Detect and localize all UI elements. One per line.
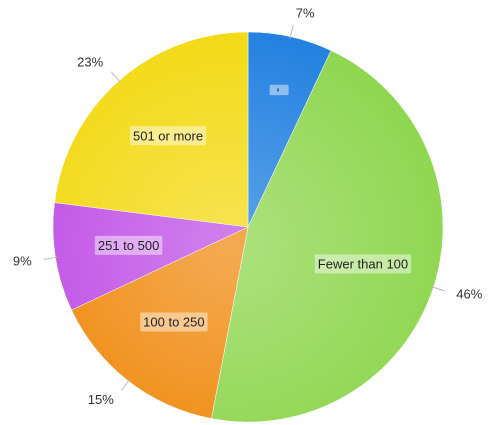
leader-line: [431, 286, 446, 292]
leader-line: [289, 24, 294, 39]
leader-line: [43, 256, 58, 260]
slice-category-text: Fewer than 100: [318, 256, 408, 271]
slice-category-box: [140, 312, 208, 332]
slice-category-text: 501 or more: [133, 128, 203, 143]
slice-percent-label: 15%: [88, 392, 114, 407]
slice-category-box: [130, 126, 207, 146]
slice-category-label: Fewer than 100: [314, 254, 412, 274]
slice-category-label: 251 to 500: [94, 235, 163, 255]
leader-line: [120, 379, 131, 391]
slice-category-label: 100 to 250: [140, 312, 208, 332]
slice-category-text: 100 to 250: [143, 315, 204, 330]
slice-category-text: 251 to 500: [98, 238, 159, 253]
slice-category-label: 501 or more: [130, 126, 207, 146]
slice-category-box: [94, 235, 163, 255]
slice-category-box: [314, 254, 412, 274]
slice-percent-label: 7%: [296, 5, 315, 20]
pie-slices: [52, 31, 444, 423]
slice-percent-label: 46%: [456, 287, 482, 302]
slice-percent-label: 23%: [77, 55, 103, 70]
leader-line: [110, 71, 121, 83]
slice-category-label: -: [269, 84, 289, 96]
slice-percent-label: 9%: [13, 253, 32, 268]
pie-labels: 7% - 46% Fewer than 100 15% 100 to 250 9% 251 t…: [13, 5, 483, 407]
slice-category-text: -: [272, 88, 287, 92]
slice-category-box: [269, 84, 289, 96]
